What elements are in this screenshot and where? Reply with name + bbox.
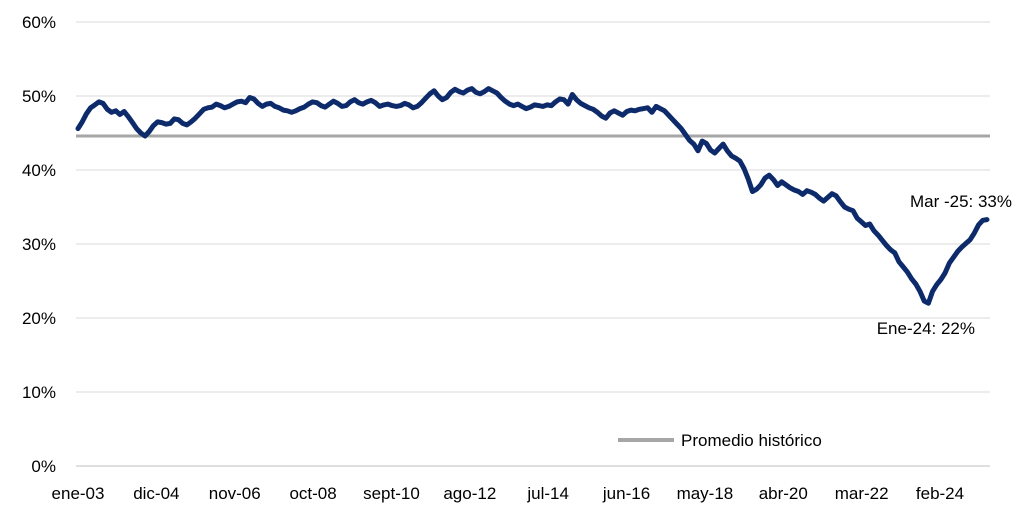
y-tick-label: 10% [22, 383, 56, 402]
x-axis-tick-labels: ene-03 dic-04 nov-06 oct-08 sept-10 ago-12 jul… [52, 484, 965, 503]
x-tick-label: mar-22 [835, 484, 889, 503]
x-tick-label: dic-04 [133, 484, 179, 503]
annotation-latest-value: Mar -25: 33% [910, 192, 1012, 211]
y-tick-label: 60% [22, 13, 56, 32]
annotation-minimum-value: Ene-24: 22% [877, 319, 975, 338]
x-tick-label: feb-24 [916, 484, 964, 503]
legend-label-historical-average: Promedio histórico [681, 431, 822, 450]
y-tick-label: 40% [22, 161, 56, 180]
x-tick-label: sept-10 [363, 484, 420, 503]
x-tick-label: ago-12 [443, 484, 496, 503]
x-tick-label: nov-06 [209, 484, 261, 503]
legend: Promedio histórico [618, 431, 822, 450]
y-tick-label: 20% [22, 309, 56, 328]
x-tick-label: jun-16 [602, 484, 650, 503]
x-tick-label: ene-03 [52, 484, 105, 503]
x-tick-label: jul-14 [526, 484, 569, 503]
gridlines [76, 21, 990, 393]
y-tick-label: 30% [22, 235, 56, 254]
x-tick-label: oct-08 [289, 484, 336, 503]
y-axis-tick-labels: 0% 10% 20% 30% 40% 50% 60% [22, 13, 56, 476]
series-line [75, 86, 990, 306]
y-tick-label: 50% [22, 87, 56, 106]
y-tick-label: 0% [31, 457, 56, 476]
x-tick-label: abr-20 [759, 484, 808, 503]
x-tick-label: may-18 [677, 484, 734, 503]
